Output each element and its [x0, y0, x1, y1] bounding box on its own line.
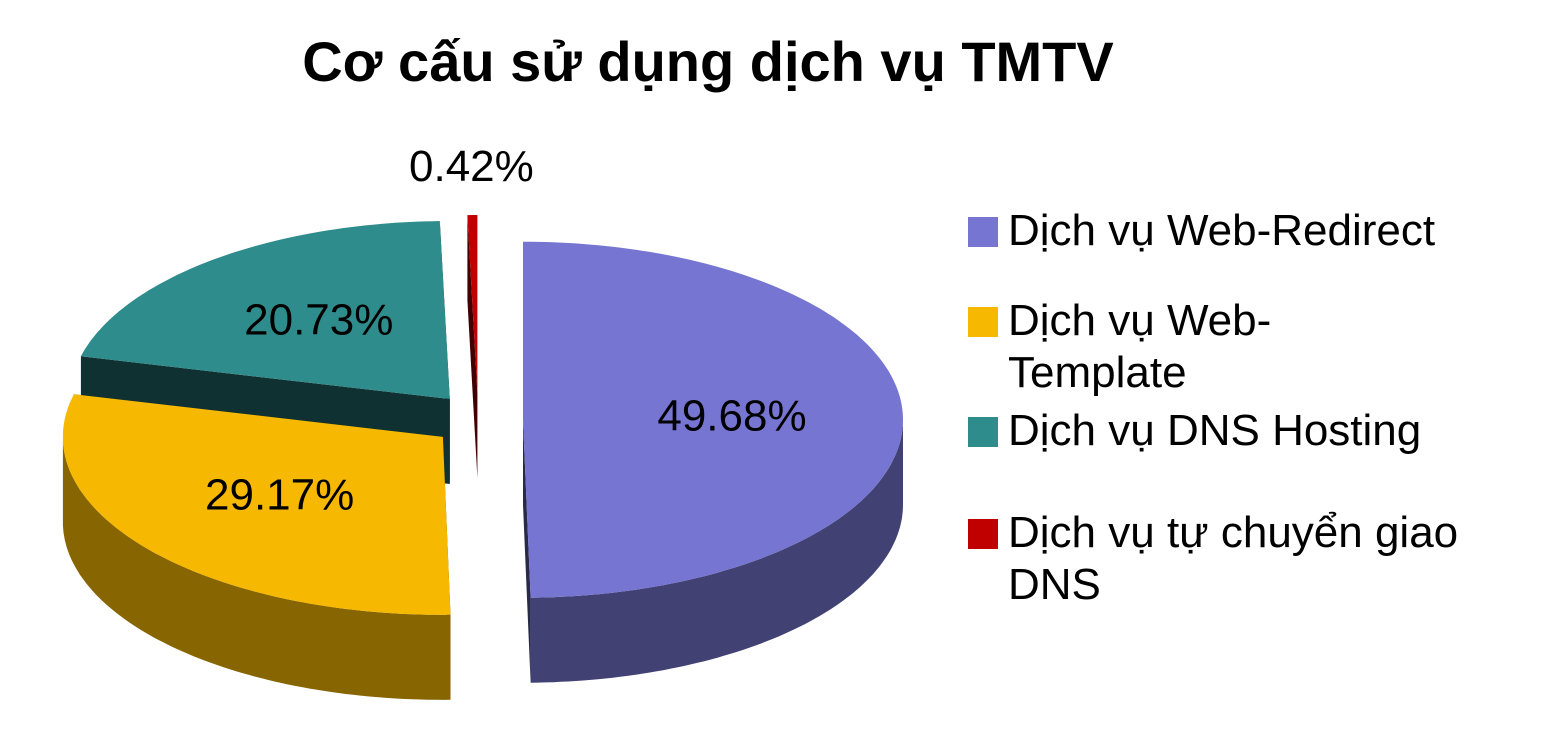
legend-item: Dịch vụ tự chuyển giao DNS [968, 507, 1528, 611]
slice [62, 394, 451, 615]
legend-label: Dịch vụ tự chuyển giao DNS [1008, 508, 1459, 609]
legend-label: Dịch vụ DNS Hosting [1008, 406, 1422, 455]
slice [523, 241, 903, 598]
slice [467, 215, 478, 393]
legend-swatch [968, 307, 998, 337]
legend-swatch [968, 217, 998, 247]
chart-title: Cơ cấu sử dụng dịch vụ TMTV [302, 30, 1114, 93]
data-label: 49.68% [657, 391, 806, 440]
slice-side [530, 419, 903, 683]
slice-cut-face [467, 215, 478, 478]
legend-label: Dịch vụ Web-Redirect [1008, 206, 1436, 255]
legend-item: Dịch vụ DNS Hosting [968, 405, 1528, 457]
data-label: 29.17% [205, 471, 354, 520]
data-label: 0.42% [409, 142, 534, 191]
slice-side [62, 436, 451, 700]
legend: Dịch vụ Web-Redirect Dịch vụ Web-Template… [968, 205, 1528, 611]
slice-cut-face [523, 419, 531, 683]
legend-label: Dịch vụ Web-Template [1008, 296, 1272, 397]
legend-swatch [968, 417, 998, 447]
legend-item: Dịch vụ Web-Redirect [968, 205, 1528, 257]
legend-item: Dịch vụ Web-Template [968, 295, 1528, 399]
data-label: 20.73% [244, 295, 393, 344]
legend-swatch [968, 519, 998, 549]
slice [80, 221, 450, 399]
